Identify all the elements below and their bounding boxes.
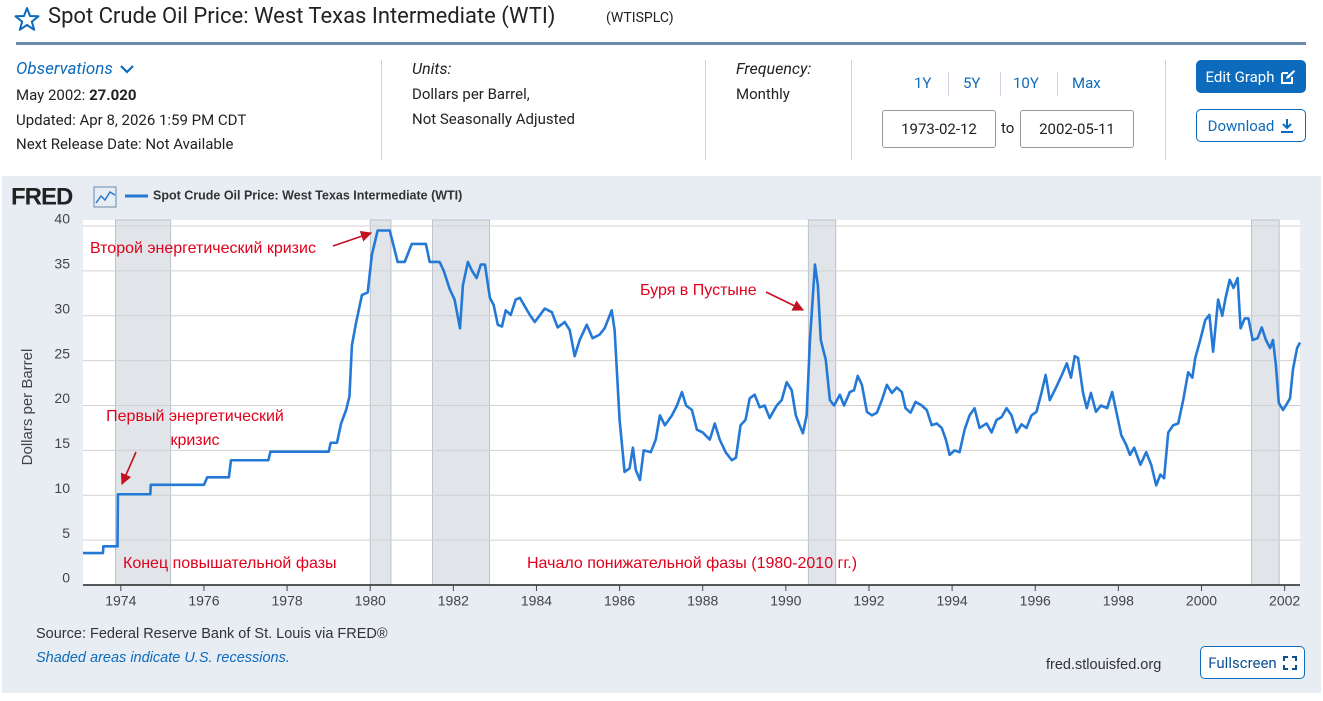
annotation-arrow [332,230,373,247]
x-tick-label: 1974 [105,593,136,609]
recession-band [115,219,172,586]
latest-observation: May 2002: 27.020 [16,86,136,104]
x-tick-label: 1980 [355,593,386,609]
edit-icon [1281,69,1296,84]
annotation: Начало понижательной фазы (1980-2010 гг.… [527,555,857,572]
y-tick-label: 20 [54,390,70,406]
y-tick-label: 10 [54,480,70,496]
range-button[interactable]: 1Y [914,74,932,92]
x-tick-label: 2000 [1186,593,1217,609]
annotation: Первый энергетический [106,408,284,425]
y-tick-label: 5 [62,525,70,541]
annotation: Конец повышательной фазы [123,555,337,572]
annotation: Второй энергетический кризис [90,240,316,257]
site-url: fred.stlouisfed.org [1046,657,1161,673]
y-tick-label: 35 [54,256,70,272]
series-id: (WTISPLC) [606,10,674,26]
edit-graph-button[interactable]: Edit Graph [1196,60,1306,93]
y-tick-label: 25 [54,345,70,361]
range-button[interactable]: 10Y [1013,74,1039,92]
fullscreen-button[interactable]: Fullscreen [1200,646,1305,679]
fred-logo: FRED [11,183,73,210]
date-separator: to [1001,119,1015,137]
units-label: Units: [412,59,452,78]
next-release: Next Release Date: Not Available [16,135,234,153]
source-note: Source: Federal Reserve Bank of St. Loui… [36,626,388,642]
edit-graph-label[interactable]: Edit Graph [1205,67,1275,86]
x-tick-label: 1978 [272,593,303,609]
x-tick-label: 1992 [853,593,884,609]
annotation: кризис [170,432,219,449]
data-line [83,229,1302,555]
units-line: Dollars per Barrel, [412,85,530,103]
units-line: Not Seasonally Adjusted [412,110,575,128]
divider [1165,60,1166,160]
y-tick-label: 15 [54,435,70,451]
range-divider [1000,72,1001,96]
x-tick-label: 1976 [188,593,219,609]
range-divider [948,72,949,96]
legend-label: Spot Crude Oil Price: West Texas Interme… [153,188,462,202]
recession-note: Shaded areas indicate U.S. recessions. [36,650,290,666]
fullscreen-icon [1282,655,1297,670]
fullscreen-label[interactable]: Fullscreen [1208,653,1277,672]
recession-band [1250,219,1280,586]
x-tick-label: 1988 [687,593,718,609]
observations-toggle[interactable]: Observations [16,59,135,79]
x-tick-label: 1984 [521,593,552,609]
x-tick-label: 2002 [1269,593,1300,609]
y-tick-label: 30 [54,300,70,316]
divider [851,60,852,160]
x-tick-label: 1996 [1020,593,1051,609]
range-divider [1057,72,1058,96]
y-tick-label: 0 [62,570,70,586]
observation-value: 27.020 [89,86,137,104]
updated-date: Updated: Apr 8, 2026 1:59 PM CDT [16,111,247,129]
frequency-value: Monthly [736,85,790,103]
download-icon [1281,118,1294,133]
download-button[interactable]: Download [1196,109,1306,142]
y-axis-title: Dollars per Barrel [19,349,36,466]
favorite-star[interactable] [14,6,40,32]
page-title: Spot Crude Oil Price: West Texas Interme… [48,4,556,29]
chevron-icon [120,65,134,74]
y-tick-label: 40 [54,211,70,227]
title-rule [16,42,1306,45]
recession-band [369,219,392,586]
download-label[interactable]: Download [1207,116,1275,135]
x-tick-label: 1998 [1103,593,1134,609]
logo-icon [93,186,117,208]
annotation-arrow [120,451,137,486]
end-date-input[interactable]: 2002-05-11 [1020,110,1134,148]
plot-area [83,220,1300,585]
x-tick-label: 1986 [604,593,635,609]
recession-band [432,219,490,586]
x-tick-label: 1990 [770,593,801,609]
start-date-input[interactable]: 1973-02-12 [882,110,996,148]
x-tick-label: 1994 [937,593,968,609]
annotation-arrow [765,291,805,311]
annotation: Буря в Пустыне [640,282,757,299]
frequency-label: Frequency: [736,59,812,78]
divider [381,60,382,160]
observation-period: May 2002: [16,86,86,104]
divider [705,60,706,160]
x-tick-label: 1982 [438,593,469,609]
observations-label[interactable]: Observations [16,59,113,79]
range-button[interactable]: 5Y [963,74,981,92]
range-button[interactable]: Max [1072,74,1101,92]
